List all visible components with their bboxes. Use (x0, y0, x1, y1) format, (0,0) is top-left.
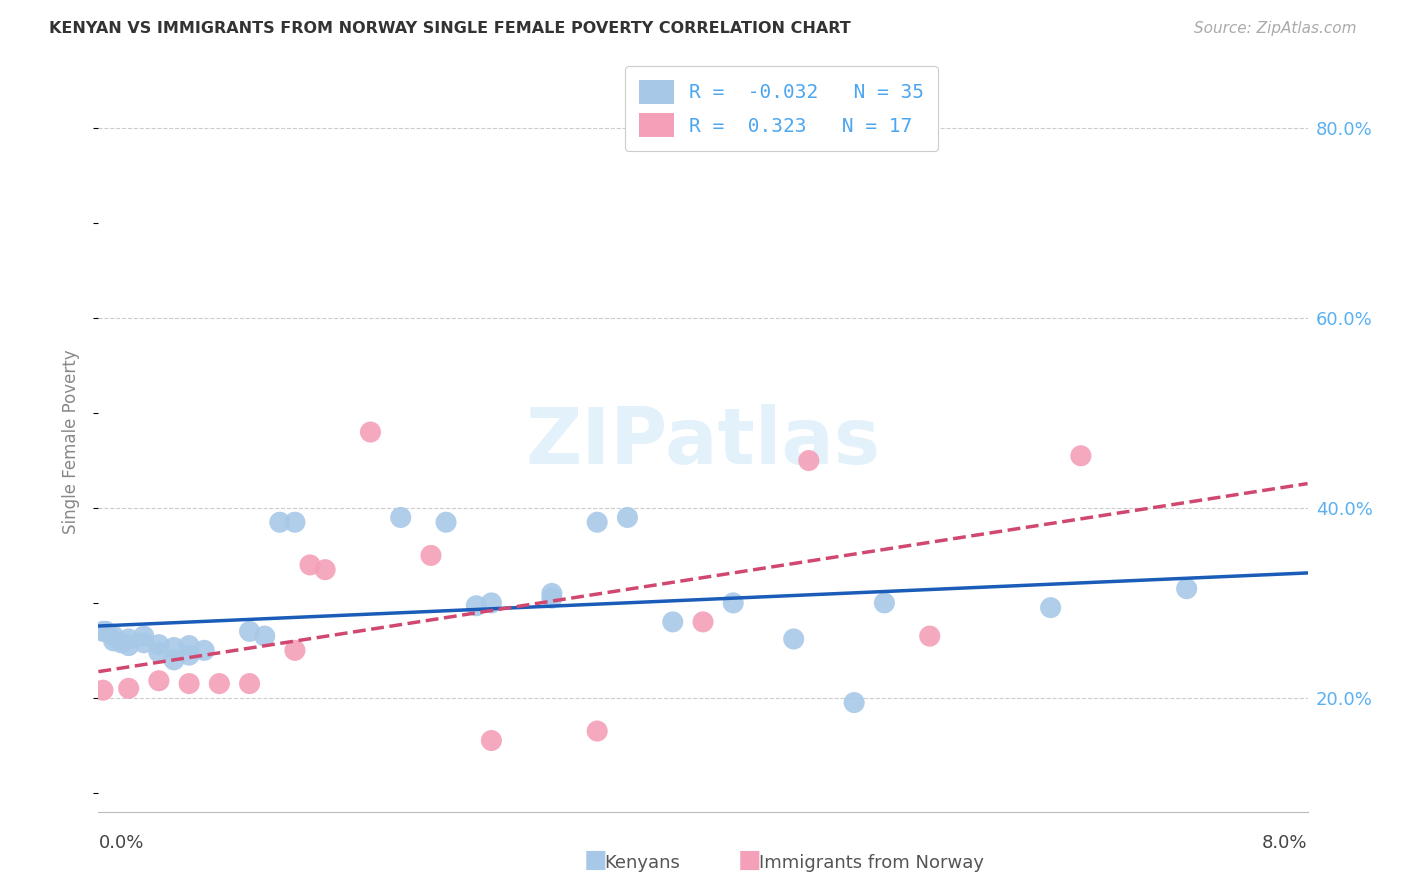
Point (873, 596, 896, 610)
Point (434, 515, 457, 529)
Point (239, 676, 262, 690)
Point (284, 643, 307, 657)
Point (253, 629, 276, 643)
Point (723, 596, 745, 610)
Point (284, 515, 307, 529)
Point (1175, 582, 1198, 596)
Legend: R =  -0.032   N = 35, R =  0.323   N = 17: R = -0.032 N = 35, R = 0.323 N = 17 (626, 66, 938, 151)
Point (118, 639, 141, 653)
Point (616, 510, 638, 524)
Point (314, 563, 336, 577)
Y-axis label: Single Female Poverty: Single Female Poverty (62, 350, 80, 533)
Point (586, 515, 609, 529)
Point (179, 648, 201, 662)
Point (118, 681, 141, 696)
Text: Immigrants from Norway: Immigrants from Norway (759, 855, 984, 872)
Point (91, 683, 114, 698)
Point (269, 515, 291, 529)
Point (299, 558, 322, 572)
Point (208, 676, 231, 690)
Point (179, 676, 201, 690)
Point (163, 653, 186, 667)
Point (389, 510, 412, 524)
Point (239, 624, 262, 639)
Text: ■: ■ (583, 848, 607, 872)
Point (661, 615, 683, 629)
Text: ZIPatlas: ZIPatlas (526, 403, 880, 480)
Point (783, 632, 806, 646)
Point (1039, 600, 1062, 615)
Point (692, 615, 714, 629)
Point (148, 645, 170, 659)
Point (148, 638, 170, 652)
Point (844, 696, 866, 710)
Point (110, 636, 132, 650)
Point (360, 425, 382, 439)
Point (103, 633, 125, 648)
Text: ■: ■ (738, 848, 762, 872)
Point (91, 624, 114, 639)
Point (481, 733, 503, 747)
Text: Kenyans: Kenyans (605, 855, 681, 872)
Point (918, 629, 941, 643)
Point (540, 586, 562, 600)
Point (797, 453, 820, 467)
Point (540, 591, 562, 606)
Text: 0.0%: 0.0% (98, 834, 143, 852)
Point (465, 599, 488, 613)
Point (193, 643, 215, 657)
Point (103, 629, 125, 643)
Point (132, 629, 155, 643)
Text: 8.0%: 8.0% (1263, 834, 1308, 852)
Point (1070, 449, 1092, 463)
Point (481, 596, 503, 610)
Point (179, 639, 201, 653)
Point (94, 624, 117, 639)
Text: KENYAN VS IMMIGRANTS FROM NORWAY SINGLE FEMALE POVERTY CORRELATION CHART: KENYAN VS IMMIGRANTS FROM NORWAY SINGLE … (49, 21, 851, 37)
Point (148, 673, 170, 688)
Point (586, 724, 609, 739)
Point (163, 640, 186, 655)
Point (132, 636, 155, 650)
Point (420, 549, 443, 563)
Text: Source: ZipAtlas.com: Source: ZipAtlas.com (1194, 21, 1357, 37)
Point (118, 632, 141, 646)
